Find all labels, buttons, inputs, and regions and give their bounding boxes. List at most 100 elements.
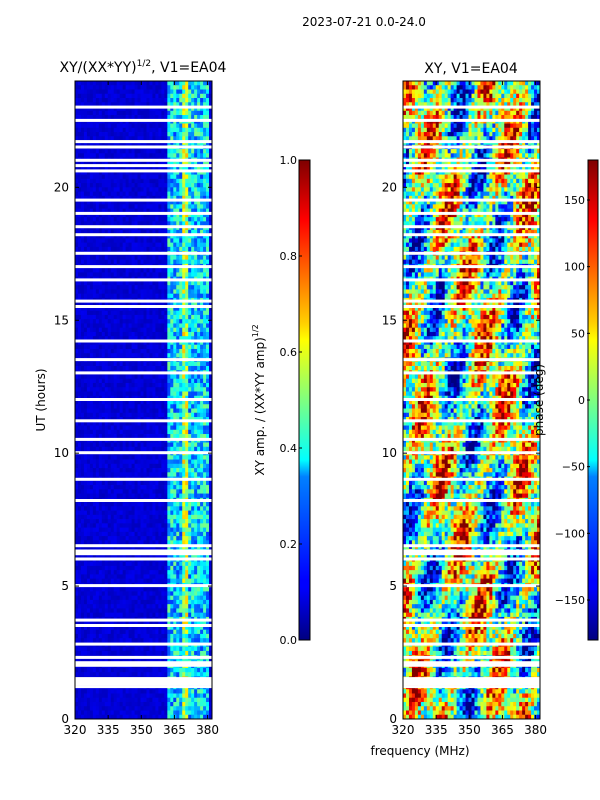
heatmap-cell	[191, 378, 195, 384]
heatmap-cell	[80, 136, 85, 141]
heatmap-cell	[173, 200, 177, 205]
heatmap-cell	[167, 404, 171, 409]
heatmap-cell	[143, 234, 147, 239]
heatmap-cell	[206, 268, 210, 273]
heatmap-cell	[191, 178, 195, 184]
heatmap-cell	[107, 293, 112, 299]
heatmap-cell	[75, 98, 79, 103]
heatmap-cell	[143, 340, 147, 346]
heatmap-cell	[80, 229, 85, 235]
heatmap-cell	[146, 412, 150, 418]
heatmap-cell	[167, 531, 171, 537]
heatmap-cell	[86, 149, 91, 154]
heatmap-cell	[167, 514, 171, 520]
heatmap-cell	[203, 314, 207, 320]
heatmap-cell	[152, 540, 156, 546]
heatmap-cell	[83, 255, 88, 261]
heatmap-cell	[101, 472, 106, 477]
heatmap-cell	[170, 85, 174, 90]
heatmap-cell	[125, 306, 130, 312]
heatmap-cell	[176, 306, 180, 312]
heatmap-cell	[152, 132, 156, 137]
heatmap-cell	[170, 421, 174, 426]
heatmap-cell	[167, 132, 171, 137]
heatmap-cell	[203, 472, 207, 477]
heatmap-cell	[98, 255, 103, 261]
heatmap-cell	[209, 110, 212, 116]
heatmap-cell	[92, 242, 97, 248]
heatmap-cell	[149, 348, 153, 354]
heatmap-cell	[122, 387, 127, 392]
heatmap-cell	[131, 132, 135, 137]
heatmap-cell	[164, 102, 168, 107]
heatmap-cell	[146, 289, 150, 295]
heatmap-cell	[98, 302, 103, 307]
heatmap-cell	[185, 149, 189, 154]
heatmap-cell	[95, 408, 100, 414]
heatmap-cell	[137, 166, 141, 171]
heatmap-cell	[203, 446, 207, 452]
heatmap-cell	[92, 246, 97, 252]
heatmap-cell	[161, 510, 165, 516]
heatmap-cell	[146, 378, 150, 384]
heatmap-cell	[116, 272, 121, 278]
heatmap-cell	[143, 314, 147, 320]
heatmap-cell	[194, 136, 198, 141]
heatmap-cell	[95, 502, 100, 507]
heatmap-cell	[113, 425, 118, 431]
heatmap-cell	[155, 187, 159, 192]
heatmap-cell	[194, 123, 198, 129]
heatmap-cell	[80, 110, 85, 116]
heatmap-cell	[101, 89, 106, 95]
heatmap-cell	[161, 323, 165, 329]
heatmap-cell	[173, 208, 177, 214]
heatmap-cell	[200, 425, 204, 431]
heatmap-cell	[167, 480, 171, 486]
heatmap-cell	[161, 255, 165, 261]
heatmap-cell	[101, 489, 106, 494]
heatmap-cell	[206, 234, 210, 239]
heatmap-cell	[167, 217, 171, 222]
heatmap-cell	[173, 506, 177, 511]
heatmap-cell	[83, 208, 88, 214]
heatmap-cell	[134, 336, 138, 341]
heatmap-cell	[161, 170, 165, 175]
heatmap-cell	[182, 493, 186, 499]
heatmap-cell	[116, 183, 121, 188]
heatmap-cell	[95, 348, 100, 354]
heatmap-cell	[131, 434, 135, 439]
heatmap-cell	[92, 123, 97, 129]
heatmap-cell	[119, 493, 124, 499]
heatmap-cell	[173, 527, 177, 533]
heatmap-cell	[173, 404, 177, 409]
heatmap-cell	[134, 149, 138, 154]
heatmap-cell	[158, 455, 162, 460]
heatmap-cell	[155, 425, 159, 431]
heatmap-cell	[77, 472, 82, 477]
heatmap-cell	[110, 323, 115, 329]
heatmap-cell	[200, 229, 204, 235]
heatmap-cell	[122, 272, 127, 278]
heatmap-cell	[176, 153, 180, 158]
heatmap-cell	[113, 340, 118, 346]
heatmap-cell	[107, 98, 112, 103]
heatmap-cell	[188, 348, 192, 354]
heatmap-cell	[134, 195, 138, 201]
heatmap-cell	[83, 204, 88, 209]
heatmap-cell	[140, 404, 144, 409]
heatmap-cell	[86, 510, 91, 516]
heatmap-cell	[206, 314, 210, 320]
heatmap-cell	[107, 531, 112, 537]
heatmap-cell	[179, 425, 183, 431]
heatmap-cell	[134, 234, 138, 239]
heatmap-cell	[197, 523, 201, 528]
amplitude-panel: XY/(XX*YY)1/2, V1=EA04 320 335 350 365 380 0…	[34, 59, 227, 737]
heatmap-cell	[98, 519, 103, 524]
heatmap-cell	[149, 238, 153, 244]
heatmap-cell	[152, 187, 156, 192]
heatmap-cell	[128, 442, 132, 448]
heatmap-cell	[188, 527, 192, 533]
heatmap-cell	[119, 178, 124, 184]
heatmap-cell	[179, 310, 183, 316]
heatmap-cell	[146, 463, 150, 469]
